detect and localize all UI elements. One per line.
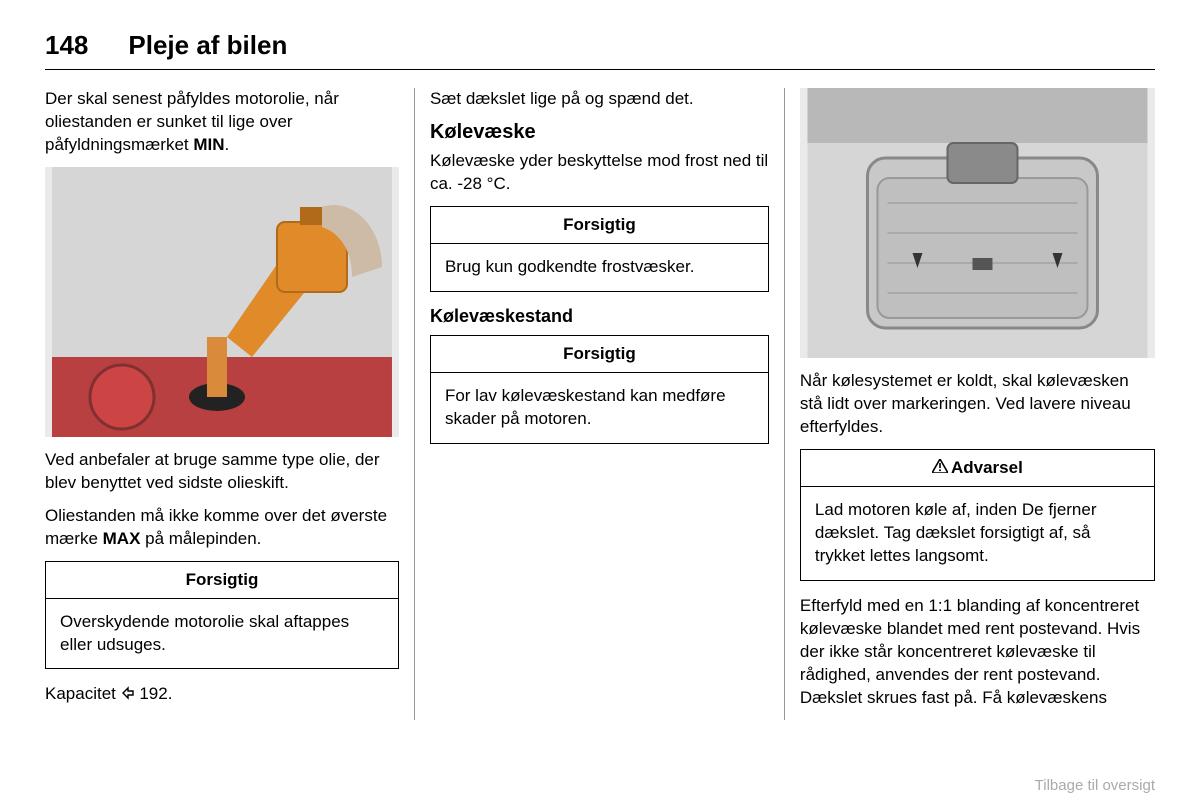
page-title: Pleje af bilen <box>128 30 287 61</box>
caution-box-oil: Forsigtig Overskydende motorolie skal af… <box>45 561 399 670</box>
cap-instruction: Sæt dækslet lige på og spænd det. <box>430 88 769 111</box>
caution-body: For lav kølevæskestand kan medføre skade… <box>431 373 768 443</box>
oil-max-instruction: Oliestanden må ikke komme over det øvers… <box>45 505 399 551</box>
text: . <box>168 684 173 703</box>
caution-body: Overskydende motorolie skal aftappes ell… <box>46 599 398 669</box>
coolant-tank-image <box>800 88 1155 358</box>
coolant-heading: Kølevæske <box>430 121 769 144</box>
text: Der skal senest påfyldes motorolie, når … <box>45 89 339 154</box>
page-number: 148 <box>45 30 88 61</box>
caution-box-coolant-level: Forsigtig For lav kølevæskestand kan med… <box>430 335 769 444</box>
warning-title-text: Advarsel <box>951 458 1023 477</box>
text: . <box>225 135 230 154</box>
page-header: 148 Pleje af bilen <box>45 30 1155 61</box>
back-to-index-link[interactable]: Tilbage til oversigt <box>1035 777 1155 794</box>
coolant-level-instruction: Når kølesystemet er koldt, skal kølevæsk… <box>800 370 1155 439</box>
column-1: Der skal senest påfyldes motorolie, når … <box>45 88 415 720</box>
min-label: MIN <box>193 135 224 154</box>
warning-body: Lad motoren køle af, inden De fjerner dæ… <box>801 487 1154 580</box>
content-columns: Der skal senest påfyldes motorolie, når … <box>45 88 1155 720</box>
page-ref-icon[interactable] <box>121 683 135 706</box>
coolant-refill-instruction: Efterfyld med en 1:1 blanding af koncent… <box>800 595 1155 710</box>
oil-type-recommendation: Ved anbefaler at bruge samme type olie, … <box>45 449 399 495</box>
oil-fill-illustration <box>45 167 399 437</box>
caution-box-coolant: Forsigtig Brug kun godkendte frostvæsker… <box>430 206 769 292</box>
coolant-protection: Kølevæske yder beskyttelse mod frost ned… <box>430 150 769 196</box>
warning-box-coolant: Advarsel Lad motoren køle af, inden De f… <box>800 449 1155 581</box>
header-rule <box>45 69 1155 70</box>
caution-title: Forsigtig <box>431 207 768 244</box>
caution-title: Forsigtig <box>431 336 768 373</box>
oil-refill-instruction: Der skal senest påfyldes motorolie, når … <box>45 88 399 157</box>
caution-body: Brug kun godkendte frostvæsker. <box>431 244 768 291</box>
column-3: Når kølesystemet er koldt, skal kølevæsk… <box>785 88 1155 720</box>
capacity-reference: Kapacitet 192. <box>45 683 399 706</box>
warning-title: Advarsel <box>801 450 1154 488</box>
max-label: MAX <box>103 529 141 548</box>
text: på målepinden. <box>140 529 261 548</box>
coolant-level-heading: Kølevæskestand <box>430 306 769 327</box>
text: Kapacitet <box>45 684 121 703</box>
warning-icon <box>932 458 948 478</box>
page-ref-number[interactable]: 192 <box>139 684 167 703</box>
caution-title: Forsigtig <box>46 562 398 599</box>
coolant-tank-illustration <box>800 88 1155 358</box>
oil-fill-image <box>45 167 399 437</box>
column-2: Sæt dækslet lige på og spænd det. Kølevæ… <box>415 88 785 720</box>
